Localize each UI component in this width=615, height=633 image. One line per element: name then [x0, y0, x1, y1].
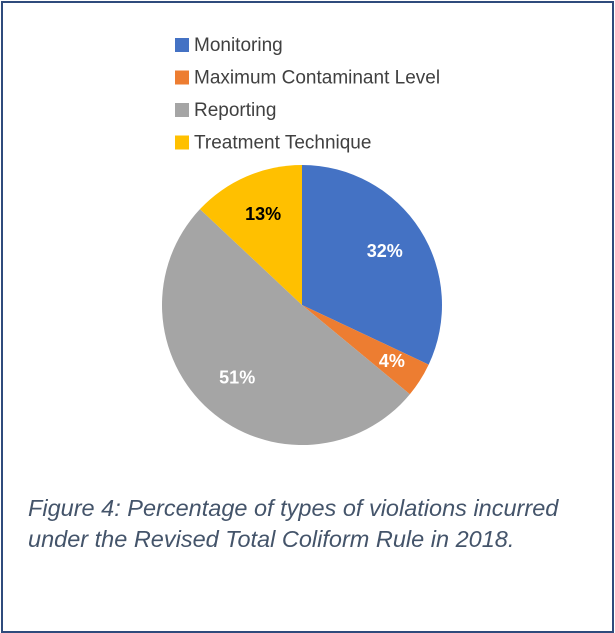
legend-label: Monitoring [194, 35, 283, 56]
caption: Figure 4: Percentage of types of violati… [28, 495, 559, 552]
legend-label: Maximum Contaminant Level [194, 68, 440, 89]
pie-slice [161, 209, 410, 446]
legend-label: Treatment Technique [194, 133, 371, 154]
legend-swatch [175, 70, 189, 85]
legend-label: Reporting [194, 100, 276, 121]
pie-slice [199, 165, 302, 305]
legend-swatch [175, 38, 189, 52]
value-label: 4% [379, 351, 405, 371]
pie-slice [302, 165, 442, 365]
value-label: 32% [367, 241, 403, 261]
value-label: 51% [219, 367, 255, 387]
legend-swatch [175, 135, 189, 150]
pie-slice [302, 305, 429, 395]
legend-swatch [175, 103, 189, 117]
value-label: 13% [245, 204, 281, 224]
